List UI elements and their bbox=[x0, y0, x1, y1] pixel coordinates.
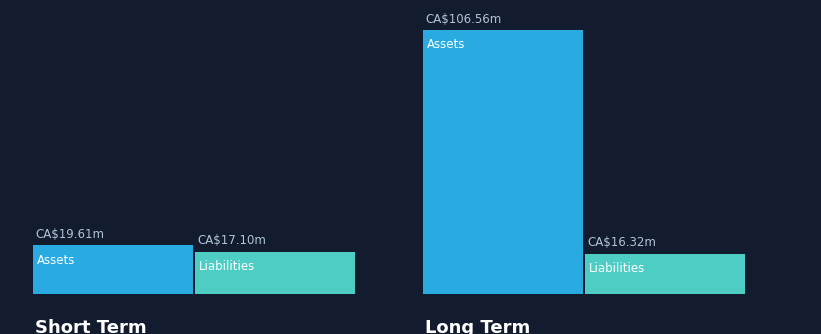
Text: CA$106.56m: CA$106.56m bbox=[425, 13, 502, 26]
Text: CA$16.32m: CA$16.32m bbox=[587, 236, 656, 249]
Text: Liabilities: Liabilities bbox=[199, 260, 255, 273]
Text: Long Term: Long Term bbox=[425, 319, 530, 334]
Bar bbox=[423, 30, 583, 294]
Text: Assets: Assets bbox=[37, 254, 76, 267]
Text: Short Term: Short Term bbox=[35, 319, 147, 334]
Bar bbox=[33, 245, 193, 294]
Bar bbox=[195, 252, 355, 294]
Text: CA$19.61m: CA$19.61m bbox=[35, 228, 104, 241]
Text: Assets: Assets bbox=[427, 38, 466, 51]
Text: Liabilities: Liabilities bbox=[589, 262, 645, 275]
Bar bbox=[585, 254, 745, 294]
Text: CA$17.10m: CA$17.10m bbox=[197, 234, 266, 247]
